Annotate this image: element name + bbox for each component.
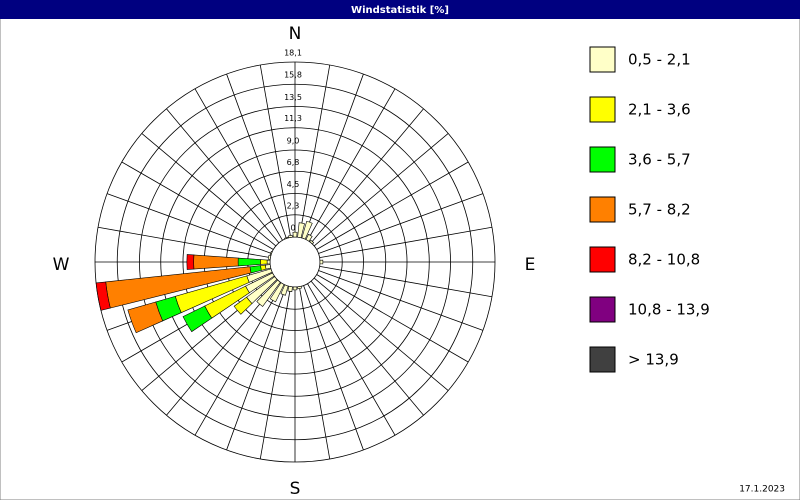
wedge (309, 239, 315, 245)
spoke (259, 286, 292, 460)
ring-label: 18,1 (284, 49, 302, 58)
spoke (313, 133, 449, 247)
compass-w: W (53, 255, 70, 275)
wedge (292, 286, 298, 291)
wedge (266, 259, 271, 265)
compass-s: S (290, 479, 301, 499)
spoke (303, 73, 364, 239)
spoke (226, 73, 287, 239)
title-bar (0, 0, 800, 19)
legend-swatch (589, 196, 616, 223)
ring-label: 2,3 (287, 201, 300, 210)
wedge (280, 284, 289, 296)
wedge (233, 296, 253, 315)
wedge (186, 254, 195, 270)
wedge (297, 222, 305, 239)
wedge (284, 236, 289, 240)
legend-swatch (589, 146, 616, 173)
wedge (305, 233, 313, 242)
compass-e: E (525, 255, 536, 275)
legend-label: 3,6 - 5,7 (628, 151, 691, 169)
spoke (310, 108, 424, 244)
spoke (316, 274, 469, 363)
ring (139, 106, 451, 418)
ring (94, 61, 496, 463)
legend-label: 2,1 - 3,6 (628, 101, 691, 119)
spoke (319, 226, 493, 259)
legend-label: 10,8 - 13,9 (628, 301, 710, 319)
legend-label: 0,5 - 2,1 (628, 51, 691, 69)
ring (160, 127, 430, 397)
wedge (182, 305, 213, 333)
wedge (269, 251, 273, 256)
spoke (313, 277, 449, 391)
spoke (298, 64, 331, 238)
wedge (287, 285, 293, 293)
spoke (316, 161, 469, 250)
spoke (310, 280, 424, 416)
wedge (319, 259, 324, 265)
wedge (267, 255, 272, 260)
spoke (106, 193, 272, 254)
wedge (95, 281, 111, 311)
spoke (307, 88, 396, 241)
spoke (194, 88, 283, 241)
ring-label: 6,8 (287, 158, 300, 167)
spoke (318, 270, 484, 331)
spoke (194, 283, 283, 436)
legend-swatch (589, 296, 616, 323)
legend-label: 8,2 - 10,8 (628, 251, 700, 269)
legend-label: > 13,9 (628, 351, 679, 369)
spoke (166, 108, 280, 244)
spoke (226, 285, 287, 451)
wedge (297, 285, 302, 290)
wedge (237, 257, 261, 267)
spoke (259, 64, 292, 238)
compass-n: N (289, 24, 302, 44)
spoke (141, 133, 277, 247)
wedge (301, 220, 313, 240)
spoke (298, 286, 331, 460)
ring-label: 13,5 (284, 93, 302, 102)
wedge (288, 234, 293, 239)
ring (182, 149, 408, 375)
wedge (269, 282, 285, 303)
legend-swatch (589, 46, 616, 73)
legend-swatch (589, 96, 616, 123)
legend-swatch (589, 246, 616, 273)
legend-label: 5,7 - 8,2 (628, 201, 691, 219)
legend-swatch (589, 346, 616, 373)
footer-date: 17.1.2023 (739, 485, 785, 495)
spoke (97, 226, 271, 259)
wedge (127, 301, 164, 334)
spoke (307, 283, 396, 436)
ring-label: 15,8 (284, 71, 302, 80)
spoke (303, 285, 364, 451)
wedge (256, 279, 281, 307)
ring-label: 4,5 (287, 180, 300, 189)
ring-label: 0 (290, 224, 295, 233)
ring (116, 83, 474, 441)
spoke (121, 161, 274, 250)
wedge (292, 231, 298, 238)
spoke (318, 193, 484, 254)
ring-label: 11,3 (284, 114, 302, 123)
wedge (260, 259, 268, 265)
spoke (319, 265, 493, 298)
chart-title: Windstatistik [%] (351, 5, 449, 16)
ring-label: 9,0 (287, 136, 300, 145)
